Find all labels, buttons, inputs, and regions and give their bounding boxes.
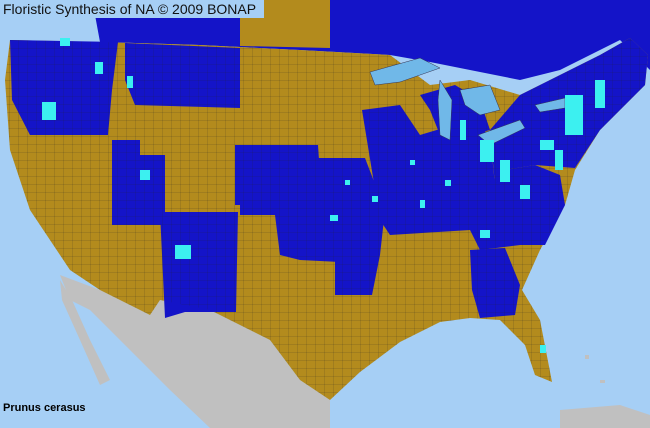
great-lakes: [369, 57, 566, 146]
species-label: Prunus cerasus: [3, 402, 86, 414]
county-grid: [5, 38, 648, 400]
canada-region: [95, 0, 650, 80]
mexico-region: [60, 275, 330, 428]
baja-region: [60, 280, 110, 385]
caribbean-islands: [560, 355, 650, 428]
present-counties: [42, 38, 605, 353]
map-title: Floristic Synthesis of NA © 2009 BONAP: [0, 0, 265, 18]
